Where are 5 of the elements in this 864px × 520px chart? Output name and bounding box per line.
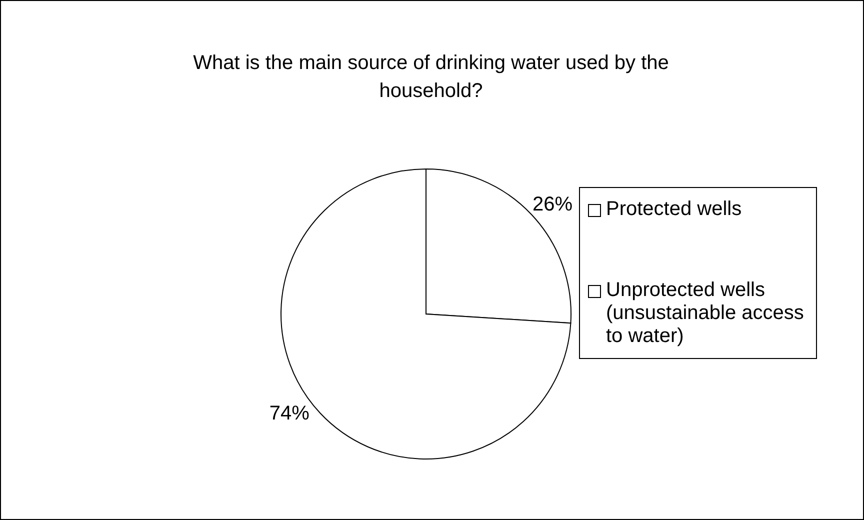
data-label: 26% [532, 193, 573, 216]
data-label: 74% [269, 402, 310, 425]
chart-title: What is the main source of drinking water used by the household? [192, 51, 670, 104]
legend-label: Protected wells [606, 198, 742, 221]
legend-label: Unprotected wells (unsustainable access to water) [606, 279, 805, 348]
